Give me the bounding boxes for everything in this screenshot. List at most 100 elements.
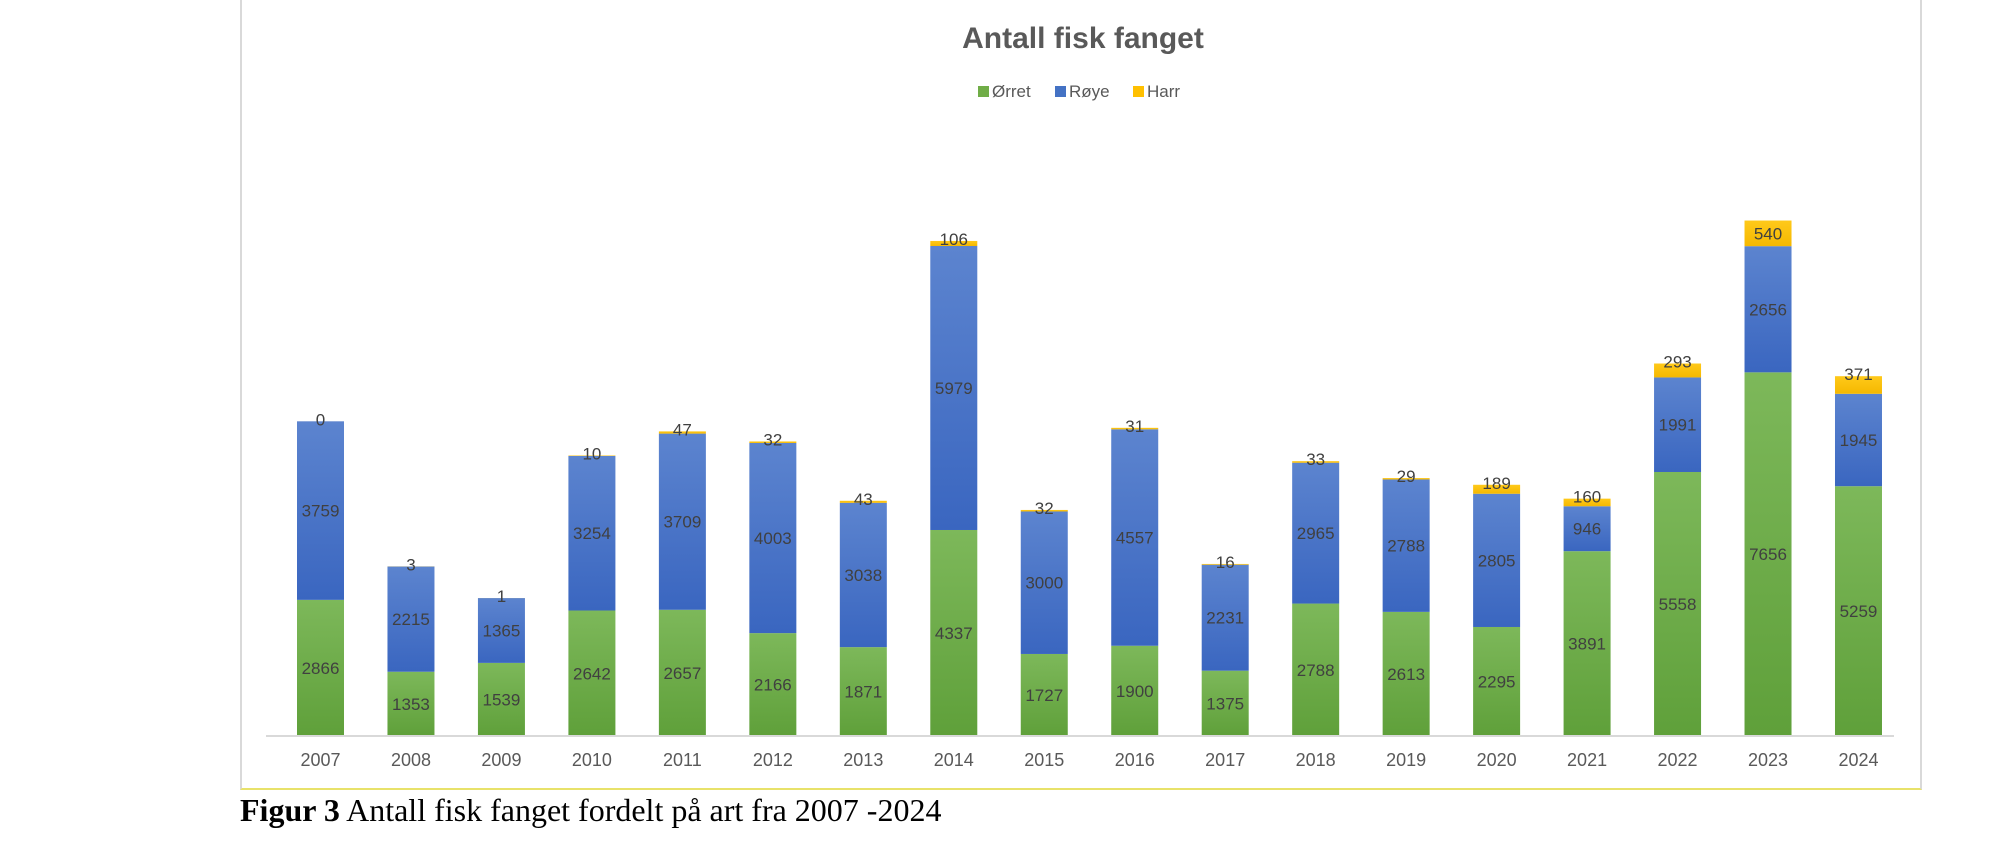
bar-Harr-2020 xyxy=(1473,484,1521,494)
x-tick-2008: 2008 xyxy=(391,750,431,770)
x-tick-2012: 2012 xyxy=(753,750,793,770)
x-tick-2016: 2016 xyxy=(1115,750,1155,770)
bar-Røye-2008 xyxy=(387,566,435,672)
bar-Røye-2017 xyxy=(1201,564,1249,671)
data-label-Røye-2013: 3038 xyxy=(844,566,882,585)
data-label-Ørret-2011: 2657 xyxy=(663,664,701,683)
data-label-Harr-2022: 293 xyxy=(1663,353,1691,372)
data-label-Harr-2024: 371 xyxy=(1844,365,1872,384)
bar-Røye-2009 xyxy=(477,598,525,663)
bar-Røye-2024 xyxy=(1834,393,1882,487)
data-label-Ørret-2024: 5259 xyxy=(1840,602,1878,621)
data-label-Røye-2009: 1365 xyxy=(483,621,521,640)
legend-label-1: Røye xyxy=(1069,82,1110,101)
data-label-Ørret-2009: 1539 xyxy=(483,690,521,709)
data-label-Røye-2018: 2965 xyxy=(1297,524,1335,543)
data-label-Harr-2009: 1 xyxy=(497,587,506,606)
bar-Harr-2015 xyxy=(1020,509,1068,512)
data-label-Røye-2012: 4003 xyxy=(754,529,792,548)
bar-Røye-2023 xyxy=(1744,246,1792,373)
bar-Ørret-2021 xyxy=(1563,551,1611,736)
bar-Harr-2016 xyxy=(1111,427,1159,430)
data-label-Røye-2021: 946 xyxy=(1573,520,1601,539)
x-tick-2024: 2024 xyxy=(1838,750,1878,770)
data-label-Harr-2017: 16 xyxy=(1216,553,1235,572)
bar-Ørret-2016 xyxy=(1111,645,1159,736)
bar-Harr-2018 xyxy=(1292,461,1340,463)
bar-Ørret-2014 xyxy=(930,529,978,736)
bar-Røye-2007 xyxy=(297,421,344,600)
bar-Røye-2014 xyxy=(930,245,978,530)
bar-Harr-2013 xyxy=(839,500,887,503)
bar-Ørret-2012 xyxy=(749,633,797,736)
data-label-Harr-2016: 31 xyxy=(1125,417,1144,436)
bar-Harr-2019 xyxy=(1382,478,1430,480)
data-label-Røye-2007: 3759 xyxy=(302,502,340,521)
legend-swatch-1 xyxy=(1055,86,1066,97)
bar-Ørret-2011 xyxy=(658,609,706,736)
bar-Ørret-2019 xyxy=(1382,611,1430,736)
bar-Harr-2012 xyxy=(749,441,797,443)
chart-title: Antall fisk fanget xyxy=(962,22,1204,55)
legend-label-2: Harr xyxy=(1147,82,1180,101)
legend-swatch-2 xyxy=(1133,86,1144,97)
bar-Harr-2017 xyxy=(1201,563,1249,565)
bar-Ørret-2010 xyxy=(568,610,616,736)
data-label-Røye-2024: 1945 xyxy=(1840,431,1878,450)
data-label-Harr-2007: 0 xyxy=(316,410,325,429)
bar-Ørret-2009 xyxy=(477,662,525,736)
x-tick-2011: 2011 xyxy=(663,750,702,770)
bar-Ørret-2008 xyxy=(387,671,435,736)
data-label-Røye-2014: 5979 xyxy=(935,379,973,398)
data-label-Harr-2012: 32 xyxy=(763,430,782,449)
bar-Ørret-2013 xyxy=(839,647,887,736)
data-label-Røye-2022: 1991 xyxy=(1659,416,1697,435)
x-axis-ticks: 2007 2008 2009 2010 2011 2012 2013 2014 2015 2016… xyxy=(300,750,1878,770)
data-label-Harr-2015: 32 xyxy=(1035,499,1054,518)
data-label-Ørret-2017: 1375 xyxy=(1206,694,1244,713)
data-label-Harr-2013: 43 xyxy=(854,490,873,509)
data-label-Ørret-2015: 1727 xyxy=(1025,686,1063,705)
x-tick-2015: 2015 xyxy=(1024,750,1064,770)
x-tick-2007: 2007 xyxy=(300,750,340,770)
data-label-Ørret-2010: 2642 xyxy=(573,664,611,683)
bar-Harr-2023 xyxy=(1744,220,1792,247)
caption-text: Antall fisk fanget fordelt på art fra 20… xyxy=(339,792,942,828)
data-label-Røye-2008: 2215 xyxy=(392,610,430,629)
bar-Ørret-2007 xyxy=(297,599,344,736)
stacked-bar-chart: Antall fisk fanget Ørret Røye Harr 2866 375… xyxy=(266,22,1894,770)
bar-Røye-2018 xyxy=(1292,462,1340,604)
bar-Røye-2022 xyxy=(1654,377,1702,472)
bar-Røye-2011 xyxy=(658,433,706,610)
bar-Ørret-2024 xyxy=(1834,486,1882,736)
figure-caption: Figur 3 Antall fisk fanget fordelt på ar… xyxy=(240,792,941,829)
data-label-Ørret-2018: 2788 xyxy=(1297,661,1335,680)
bar-Røye-2013 xyxy=(839,502,887,648)
data-label-Harr-2023: 540 xyxy=(1754,224,1782,243)
bar-Harr-2022 xyxy=(1654,363,1702,378)
data-label-Røye-2023: 2656 xyxy=(1749,300,1787,319)
data-label-Røye-2020: 2805 xyxy=(1478,551,1516,570)
data-label-Ørret-2020: 2295 xyxy=(1478,672,1516,691)
data-label-Harr-2020: 189 xyxy=(1482,474,1510,493)
legend-swatch-0 xyxy=(978,86,989,97)
bar-Ørret-2015 xyxy=(1020,653,1068,736)
x-tick-2021: 2021 xyxy=(1567,750,1607,770)
data-label-Ørret-2007: 2866 xyxy=(302,659,340,678)
x-tick-2020: 2020 xyxy=(1477,750,1517,770)
x-tick-2010: 2010 xyxy=(572,750,612,770)
data-label-Ørret-2008: 1353 xyxy=(392,695,430,714)
data-label-Røye-2011: 3709 xyxy=(663,513,701,532)
x-tick-2009: 2009 xyxy=(481,750,521,770)
bar-Ørret-2023 xyxy=(1744,372,1792,736)
legend: Ørret Røye Harr xyxy=(978,82,1180,101)
caption-label: Figur 3 xyxy=(240,792,340,828)
data-label-Harr-2014: 106 xyxy=(940,230,968,249)
data-label-Ørret-2023: 7656 xyxy=(1749,545,1787,564)
x-tick-2022: 2022 xyxy=(1658,750,1698,770)
data-label-Harr-2019: 29 xyxy=(1397,467,1416,486)
data-label-Ørret-2019: 2613 xyxy=(1387,665,1425,684)
bar-Ørret-2018 xyxy=(1292,603,1340,736)
data-label-Ørret-2022: 5558 xyxy=(1659,595,1697,614)
data-label-Harr-2010: 10 xyxy=(582,444,601,463)
